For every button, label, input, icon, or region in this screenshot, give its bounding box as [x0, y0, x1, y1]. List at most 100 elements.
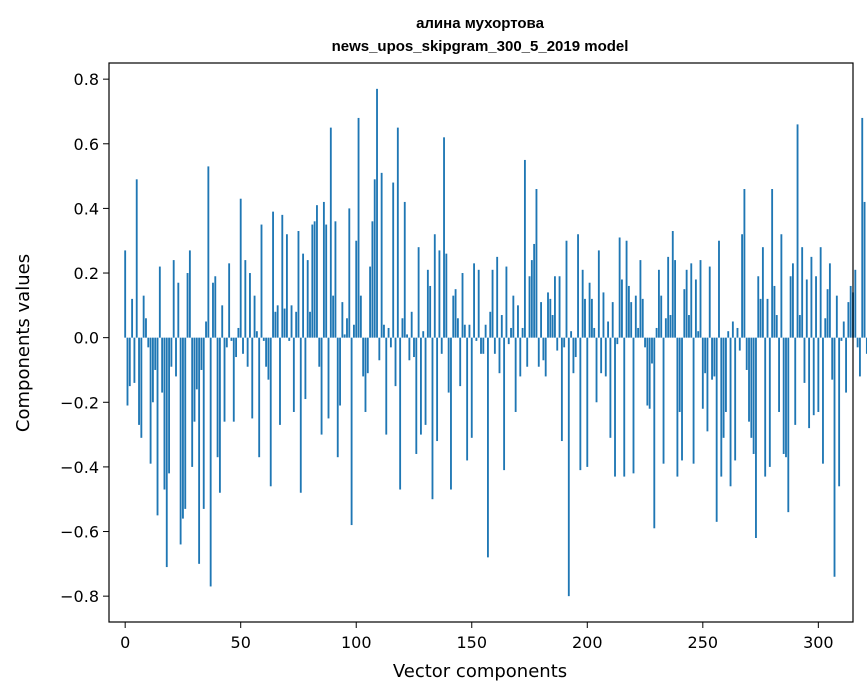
bar	[648, 337, 651, 409]
bar	[191, 337, 194, 467]
bar	[863, 201, 866, 338]
bar	[295, 311, 298, 338]
bar	[290, 305, 293, 338]
bar	[641, 298, 644, 338]
bar	[722, 337, 725, 438]
bar	[175, 337, 177, 377]
bar	[168, 337, 170, 474]
bar	[512, 295, 515, 338]
bar	[798, 315, 801, 338]
bar	[475, 337, 478, 341]
bar	[623, 337, 626, 477]
bar	[632, 337, 635, 474]
bar	[764, 337, 767, 477]
bar	[646, 337, 649, 406]
bar	[570, 331, 573, 338]
bar	[142, 295, 145, 338]
bar	[389, 337, 392, 348]
x-tick-label: 250	[688, 633, 719, 652]
bar	[729, 337, 732, 487]
bar	[697, 331, 700, 338]
bar	[179, 337, 182, 545]
bar	[681, 337, 683, 461]
x-tick-label: 0	[120, 633, 130, 652]
bar	[309, 311, 311, 338]
bar	[336, 337, 339, 458]
bar	[771, 189, 774, 338]
bar	[223, 337, 226, 422]
bar	[835, 295, 838, 338]
bar	[607, 321, 610, 338]
bar	[558, 276, 561, 338]
bar	[299, 337, 302, 493]
bar	[436, 337, 439, 442]
bar	[131, 298, 134, 338]
bar	[371, 221, 374, 338]
bar	[413, 337, 415, 358]
bar	[195, 337, 198, 390]
bar	[135, 179, 138, 338]
bar	[579, 337, 582, 471]
bar	[507, 337, 510, 345]
bar	[426, 269, 429, 338]
bar	[549, 298, 552, 338]
bar	[249, 273, 251, 338]
bar	[563, 337, 566, 348]
bar	[759, 298, 762, 338]
bar	[410, 311, 413, 338]
bar	[487, 337, 489, 558]
bar	[320, 337, 323, 435]
bar	[542, 337, 545, 361]
bar	[803, 337, 806, 383]
bar	[325, 224, 328, 338]
bar	[602, 292, 605, 338]
bar	[581, 269, 584, 338]
bar	[544, 337, 547, 377]
bar	[202, 337, 205, 509]
bar	[158, 266, 161, 338]
bar	[193, 337, 196, 422]
bar	[704, 337, 707, 374]
bar	[262, 337, 265, 341]
bar	[655, 327, 658, 338]
bar	[253, 295, 256, 338]
bar	[376, 88, 378, 338]
bar	[676, 337, 679, 477]
bar	[551, 315, 554, 338]
bar	[812, 337, 815, 416]
bar	[521, 327, 524, 338]
bar	[856, 337, 859, 348]
bar	[752, 337, 755, 454]
bar	[461, 273, 464, 338]
bar	[657, 269, 660, 338]
bar	[706, 337, 709, 432]
bar	[279, 337, 281, 425]
bar	[637, 327, 640, 338]
bar	[768, 337, 771, 467]
bar	[586, 337, 589, 467]
bar	[514, 337, 517, 412]
bar	[433, 234, 436, 338]
bar	[859, 337, 861, 377]
bar	[466, 337, 469, 461]
bar	[399, 337, 402, 490]
bar	[332, 295, 335, 338]
bar	[664, 318, 667, 338]
bar	[699, 260, 702, 338]
bar	[366, 337, 369, 374]
bar	[593, 327, 596, 338]
bar	[212, 282, 214, 338]
bar	[718, 240, 720, 338]
bar	[845, 337, 847, 393]
bar	[537, 337, 540, 367]
y-tick-label: 0.0	[74, 329, 99, 348]
bar	[214, 276, 217, 338]
bar	[688, 315, 690, 338]
bar	[239, 198, 242, 338]
bar	[348, 208, 351, 338]
bar	[780, 234, 783, 338]
bar	[373, 179, 376, 338]
bar	[616, 337, 619, 345]
bar	[207, 166, 210, 338]
